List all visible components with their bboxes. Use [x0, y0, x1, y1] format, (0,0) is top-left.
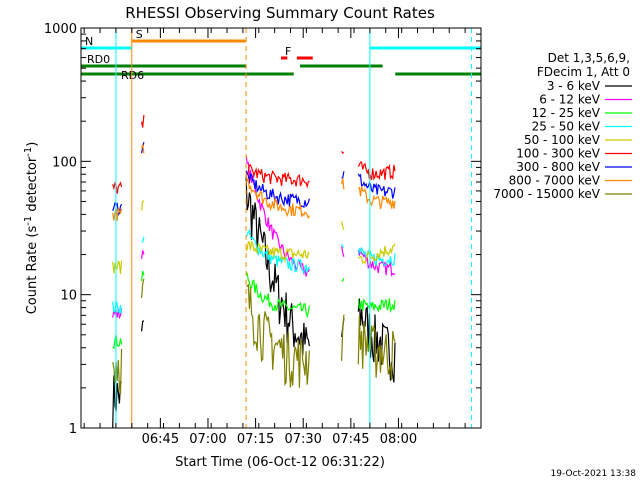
ylabel-sup1: -1	[23, 216, 34, 226]
series-line	[245, 170, 310, 210]
legend-entry: 25 - 50 keV	[532, 120, 601, 134]
series-line	[112, 181, 123, 194]
series-line	[141, 320, 145, 332]
series-line	[245, 240, 310, 263]
flag-label: N	[85, 35, 93, 48]
ylabel-main: Count Rate (s	[25, 226, 40, 315]
legend-entry: 100 - 300 keV	[516, 147, 600, 161]
legend-entry: 800 - 7000 keV	[509, 174, 601, 188]
series-line	[341, 246, 345, 257]
y-tick-label: 100	[52, 155, 77, 170]
series-line	[341, 178, 345, 190]
series-line	[341, 314, 345, 361]
ylabel-end: )	[25, 142, 40, 147]
series-line	[358, 186, 396, 210]
x-tick-label: 08:00	[380, 432, 417, 447]
series-line	[358, 243, 396, 265]
series-line	[245, 272, 310, 319]
series-line	[341, 171, 345, 179]
series-line	[112, 300, 123, 315]
series-line	[357, 314, 396, 380]
series-line	[112, 259, 123, 275]
series-line	[245, 174, 310, 219]
y-tick-label: 10	[60, 289, 77, 304]
flag-label: RD6	[121, 69, 144, 82]
legend-subtitle: FDecim 1, Att 0	[537, 65, 630, 79]
series-line	[141, 278, 145, 299]
series-line	[341, 150, 345, 154]
legend-entry: 300 - 800 keV	[516, 160, 600, 174]
series-line	[141, 250, 145, 259]
series-line	[112, 348, 123, 395]
x-tick-label: 07:45	[332, 432, 369, 447]
series-line	[357, 298, 396, 314]
series-line	[341, 277, 345, 282]
flag-label: S	[136, 28, 143, 41]
series-line	[141, 236, 145, 243]
vline-layer	[115, 28, 472, 428]
chart-title: RHESSI Observing Summary Count Rates	[125, 4, 435, 22]
series-line	[245, 164, 310, 189]
x-axis-label: Start Time (06-Oct-12 06:31:22)	[175, 455, 385, 470]
x-tick-label: 07:00	[189, 432, 226, 447]
series-line	[245, 283, 310, 388]
flag-label: RD0	[87, 53, 110, 66]
series-line	[357, 161, 396, 181]
x-tick-label: 06:45	[142, 432, 179, 447]
legend-entry: 3 - 6 keV	[547, 79, 601, 93]
ylabel-mid: detector	[25, 156, 40, 216]
series-line	[112, 201, 123, 217]
timestamp: 19-Oct-2021 13:38	[551, 469, 637, 479]
y-tick-label: 1	[69, 422, 77, 437]
series-line	[357, 173, 396, 199]
legend-entry: 6 - 12 keV	[539, 93, 601, 107]
ylabel-sup2: -1	[23, 147, 34, 157]
x-tick-label: 07:30	[284, 432, 321, 447]
series-line	[141, 270, 145, 282]
legend-entry: 50 - 100 keV	[524, 133, 601, 147]
series-line	[141, 144, 145, 154]
series-line	[341, 221, 345, 231]
series-layer	[112, 114, 396, 428]
legend-entry: 12 - 25 keV	[532, 106, 601, 120]
y-tick-label: 1000	[44, 22, 77, 37]
series-line	[245, 228, 310, 276]
flag-layer: S N F RD0 RD6	[81, 28, 481, 82]
series-line	[341, 243, 344, 248]
series-line	[112, 334, 123, 350]
series-line	[112, 207, 123, 221]
flag-label: F	[285, 45, 291, 58]
series-line	[141, 200, 144, 211]
legend: Det 1,3,5,6,9,FDecim 1, Att 03 - 6 keV6 …	[493, 51, 632, 201]
plot-frame	[80, 27, 482, 429]
legend-entry: 7000 - 15000 keV	[493, 187, 600, 201]
y-axis-label: Count Rate (s-1 detector-1)	[23, 142, 40, 315]
axis-layer: 1 10 100 1000 06:45 07:00 07:15 07:30 07:45 08:00	[44, 22, 482, 447]
series-line	[141, 114, 145, 128]
x-tick-label: 07:15	[237, 432, 274, 447]
legend-title: Det 1,3,5,6,9,	[548, 51, 630, 65]
